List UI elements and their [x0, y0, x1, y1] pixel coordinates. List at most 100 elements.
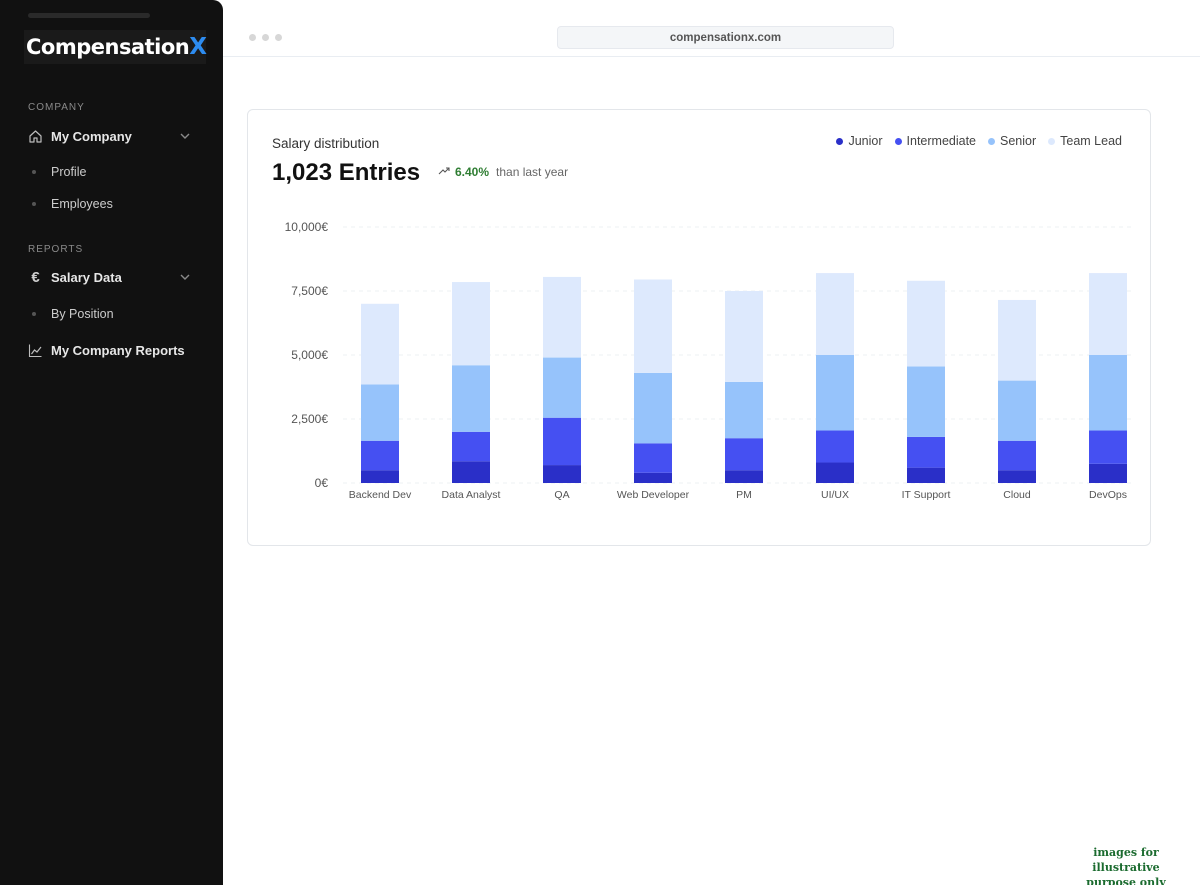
y-tick-label: 7,500€ [291, 284, 328, 298]
bullet-icon [32, 312, 36, 316]
x-tick-label: Cloud [1003, 489, 1031, 501]
bar-segment-team-lead[interactable] [907, 280, 945, 367]
bar-segment-junior[interactable] [634, 472, 672, 483]
legend-label: Intermediate [906, 134, 976, 148]
sidebar-item-label: My Company [51, 128, 132, 144]
bar-segment-intermediate[interactable] [452, 431, 490, 462]
bar-segment-intermediate[interactable] [725, 438, 763, 471]
bar-segment-team-lead[interactable] [998, 299, 1036, 381]
bar-segment-intermediate[interactable] [907, 436, 945, 468]
bar-segment-junior[interactable] [907, 467, 945, 483]
bar-segment-senior[interactable] [543, 357, 581, 418]
bar-segment-senior[interactable] [998, 380, 1036, 441]
sidebar-item-salary-data[interactable]: € Salary Data [28, 266, 196, 288]
bar-segment-intermediate[interactable] [361, 440, 399, 471]
line-chart-icon [28, 343, 43, 358]
bar-segment-junior[interactable] [816, 462, 854, 483]
logo[interactable]: Compensation X [24, 30, 207, 64]
bullet-icon [32, 202, 36, 206]
chevron-down-icon[interactable] [178, 270, 192, 284]
sidebar-item-label: Profile [51, 165, 87, 179]
bar-segment-team-lead[interactable] [634, 279, 672, 373]
legend-item-team-lead[interactable]: Team Lead [1048, 134, 1122, 148]
sidebar-item-label: My Company Reports [51, 342, 185, 358]
bar-segment-senior[interactable] [361, 384, 399, 441]
trend-percentage: 6.40% [455, 165, 490, 179]
y-tick-label: 10,000€ [285, 220, 329, 234]
legend-swatch [836, 137, 844, 145]
sidebar-item-employees[interactable]: Employees [32, 194, 113, 214]
bar-segment-intermediate[interactable] [634, 443, 672, 473]
sidebar-item-label: By Position [51, 307, 114, 321]
bar-segment-junior[interactable] [361, 470, 399, 483]
euro-icon: € [31, 268, 40, 286]
trend-note: than last year [496, 165, 569, 179]
logo-text: Compensation [26, 35, 190, 59]
bar-segment-intermediate[interactable] [998, 440, 1036, 471]
x-tick-label: PM [736, 489, 752, 501]
sidebar-item-company-reports[interactable]: My Company Reports [28, 339, 196, 361]
bar-segment-senior[interactable] [452, 365, 490, 432]
chart-legend: Junior Intermediate Senior Team Lead [836, 134, 1122, 148]
x-tick-label: DevOps [1089, 489, 1127, 501]
sidebar-item-profile[interactable]: Profile [32, 162, 86, 182]
chevron-down-icon[interactable] [178, 129, 192, 143]
legend-item-junior[interactable]: Junior [836, 134, 883, 148]
x-tick-label: UI/UX [821, 489, 849, 501]
sidebar-top-bar [28, 13, 150, 18]
legend-swatch [988, 137, 995, 145]
y-tick-label: 2,500€ [291, 412, 328, 426]
sidebar: Compensation X COMPANY My Company Profile… [0, 0, 223, 885]
bar-segment-senior[interactable] [907, 366, 945, 437]
bar-segment-team-lead[interactable] [361, 303, 399, 385]
x-tick-label: IT Support [902, 489, 951, 501]
legend-swatch [1048, 137, 1056, 145]
x-tick-label: Data Analyst [442, 489, 501, 501]
browser-bar: compensationx.com [223, 0, 1200, 57]
bar-segment-team-lead[interactable] [543, 276, 581, 358]
bar-segment-intermediate[interactable] [1089, 430, 1127, 464]
window-dot-icon [275, 34, 282, 41]
x-tick-label: Web Developer [617, 489, 690, 501]
x-tick-label: Backend Dev [349, 489, 412, 501]
legend-label: Junior [848, 134, 883, 148]
sidebar-item-label: Employees [51, 197, 113, 211]
bar-segment-team-lead[interactable] [452, 282, 490, 366]
bar-segment-junior[interactable] [1089, 463, 1127, 483]
section-label-reports: REPORTS [28, 244, 84, 255]
watermark-text: images for illustrative purpose only [1086, 846, 1166, 885]
bar-segment-junior[interactable] [725, 470, 763, 483]
logo-accent: X [189, 34, 207, 60]
bar-segment-intermediate[interactable] [543, 417, 581, 466]
trend-up-icon [438, 165, 451, 179]
bar-segment-team-lead[interactable] [1089, 273, 1127, 355]
bar-segment-senior[interactable] [816, 355, 854, 431]
bar-segment-junior[interactable] [543, 465, 581, 483]
legend-label: Team Lead [1060, 134, 1122, 148]
legend-item-intermediate[interactable]: Intermediate [894, 134, 976, 148]
card-title: Salary distribution [272, 136, 380, 151]
bar-segment-junior[interactable] [998, 470, 1036, 483]
sidebar-item-my-company[interactable]: My Company [28, 125, 196, 147]
legend-item-senior[interactable]: Senior [988, 134, 1036, 148]
bar-segment-senior[interactable] [725, 381, 763, 439]
salary-distribution-card: Salary distribution 1,023 Entries 6.40% … [247, 109, 1151, 546]
bar-segment-junior[interactable] [452, 461, 490, 483]
y-tick-label: 0€ [315, 476, 329, 490]
y-tick-label: 5,000€ [291, 348, 328, 362]
trend-indicator: 6.40% than last year [438, 165, 568, 179]
bar-segment-senior[interactable] [1089, 355, 1127, 431]
bar-segment-intermediate[interactable] [816, 430, 854, 463]
bar-segment-team-lead[interactable] [816, 273, 854, 355]
bar-segment-team-lead[interactable] [725, 291, 763, 382]
x-tick-label: QA [554, 489, 569, 501]
bar-segment-senior[interactable] [634, 372, 672, 444]
section-label-company: COMPANY [28, 102, 85, 113]
address-bar[interactable]: compensationx.com [557, 26, 894, 49]
sidebar-item-label: Salary Data [51, 269, 122, 285]
salary-stacked-bar-chart: 10,000€ 7,500€ 5,000€ 2,500€ 0€ Backend Dev Da… [285, 220, 1133, 501]
home-icon [28, 129, 43, 144]
sidebar-item-by-position[interactable]: By Position [32, 304, 114, 324]
legend-swatch [894, 137, 902, 145]
